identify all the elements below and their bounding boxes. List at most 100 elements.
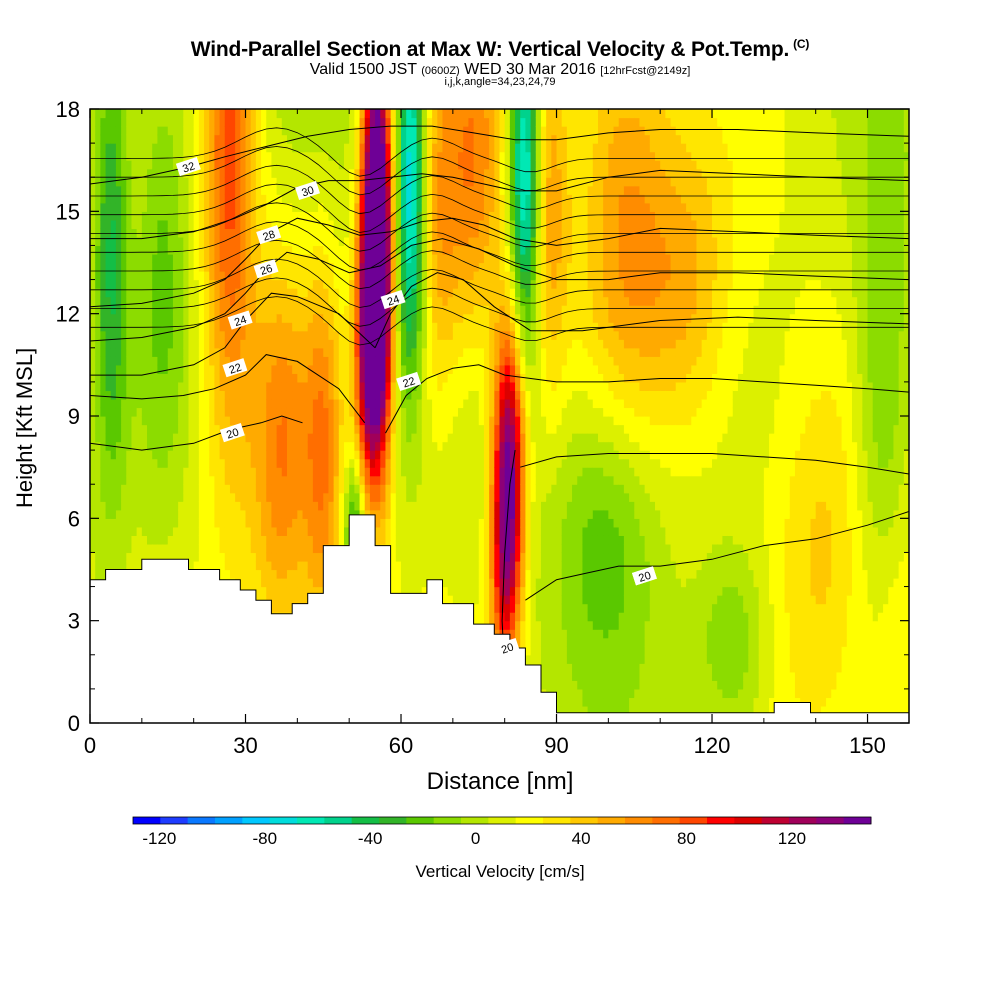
heatmap-cell <box>276 458 283 468</box>
heatmap-cell <box>188 211 195 221</box>
heatmap-cell <box>105 117 112 127</box>
heatmap-cell <box>188 236 195 247</box>
heatmap-cell <box>426 177 433 187</box>
heatmap-cell <box>255 416 262 426</box>
heatmap-cell <box>240 271 247 281</box>
heatmap-cell <box>250 356 257 366</box>
heatmap-cell <box>318 143 324 153</box>
heatmap-cell <box>121 322 127 332</box>
heatmap-cell <box>131 117 138 127</box>
heatmap-cell <box>178 279 184 289</box>
heatmap-cell <box>328 492 335 502</box>
heatmap-cell <box>214 296 221 306</box>
heatmap-cell <box>229 501 236 511</box>
heatmap-cell <box>235 433 241 443</box>
heatmap-cell <box>364 330 371 340</box>
heatmap-cell <box>318 543 324 554</box>
heatmap-cell <box>421 168 428 178</box>
heatmap-cell <box>302 322 309 332</box>
heatmap-cell <box>442 552 449 562</box>
heatmap-cell <box>219 134 226 144</box>
heatmap-cell <box>157 271 164 281</box>
heatmap-cell <box>136 501 143 511</box>
heatmap-cell <box>178 305 184 315</box>
heatmap-cell <box>131 245 138 255</box>
heatmap-cell <box>276 117 283 127</box>
heatmap-cell <box>354 262 361 272</box>
heatmap-cell <box>354 126 361 136</box>
heatmap-cell <box>141 484 148 494</box>
heatmap-cell <box>364 509 371 519</box>
heatmap-cell <box>219 202 226 212</box>
heatmap-cell <box>302 501 309 511</box>
heatmap-cell <box>323 253 330 264</box>
heatmap-cell <box>442 177 449 187</box>
heatmap-cell <box>131 271 138 281</box>
heatmap-cell <box>162 364 169 374</box>
heatmap-cell <box>292 228 298 238</box>
heatmap-cell <box>198 433 205 443</box>
heatmap-cell <box>364 202 371 212</box>
heatmap-cell <box>110 177 117 187</box>
heatmap-cell <box>432 475 438 485</box>
heatmap-cell <box>447 543 454 554</box>
heatmap-cell <box>318 526 324 536</box>
heatmap-cell <box>157 492 164 502</box>
heatmap-cell <box>328 219 335 229</box>
heatmap-cell <box>281 492 288 502</box>
heatmap-cell <box>380 450 387 460</box>
heatmap-cell <box>172 458 179 468</box>
heatmap-cell <box>198 381 205 392</box>
heatmap-cell <box>214 109 221 119</box>
heatmap-cell <box>147 535 153 545</box>
heatmap-cell <box>312 569 319 579</box>
heatmap-cell <box>188 202 195 212</box>
heatmap-cell <box>437 484 444 494</box>
heatmap-cell <box>323 313 330 323</box>
heatmap-cell <box>369 143 376 153</box>
heatmap-cell <box>359 433 366 443</box>
heatmap-cell <box>328 305 335 315</box>
heatmap-cell <box>141 467 148 477</box>
heatmap-cell <box>90 262 96 272</box>
heatmap-cell <box>219 330 226 340</box>
heatmap-cell <box>90 526 96 536</box>
heatmap-cell <box>219 271 226 281</box>
heatmap-cell <box>380 245 387 255</box>
heatmap-cell <box>178 143 184 153</box>
heatmap-cell <box>90 407 96 417</box>
heatmap-cell <box>354 356 361 366</box>
heatmap-cell <box>100 518 107 528</box>
heatmap-cell <box>354 151 361 161</box>
heatmap-cell <box>183 279 190 289</box>
heatmap-cell <box>90 313 96 323</box>
heatmap-cell <box>271 194 278 204</box>
heatmap-cell <box>152 339 158 349</box>
heatmap-cell <box>442 262 449 272</box>
heatmap-cell <box>442 595 449 605</box>
heatmap-cell <box>281 126 288 136</box>
heatmap-cell <box>406 194 412 204</box>
heatmap-cell <box>95 279 101 289</box>
heatmap-cell <box>411 492 418 502</box>
heatmap-cell <box>110 194 117 204</box>
heatmap-cell <box>426 433 433 443</box>
heatmap-cell <box>245 569 252 579</box>
heatmap-cell <box>286 296 293 306</box>
heatmap-cell <box>375 160 381 170</box>
heatmap-cell <box>224 322 231 332</box>
heatmap-cell <box>178 347 184 357</box>
heatmap-cell <box>359 407 366 417</box>
heatmap-cell <box>390 560 397 571</box>
heatmap-cell <box>95 347 101 357</box>
heatmap-cell <box>219 296 226 306</box>
heatmap-cell <box>395 433 402 443</box>
heatmap-cell <box>375 390 381 400</box>
heatmap-cell <box>105 381 112 392</box>
heatmap-cell <box>323 467 330 477</box>
heatmap-cell <box>162 330 169 340</box>
heatmap-cell <box>416 381 423 392</box>
heatmap-cell <box>406 185 412 195</box>
heatmap-cell <box>204 492 210 502</box>
heatmap-cell <box>333 398 340 409</box>
